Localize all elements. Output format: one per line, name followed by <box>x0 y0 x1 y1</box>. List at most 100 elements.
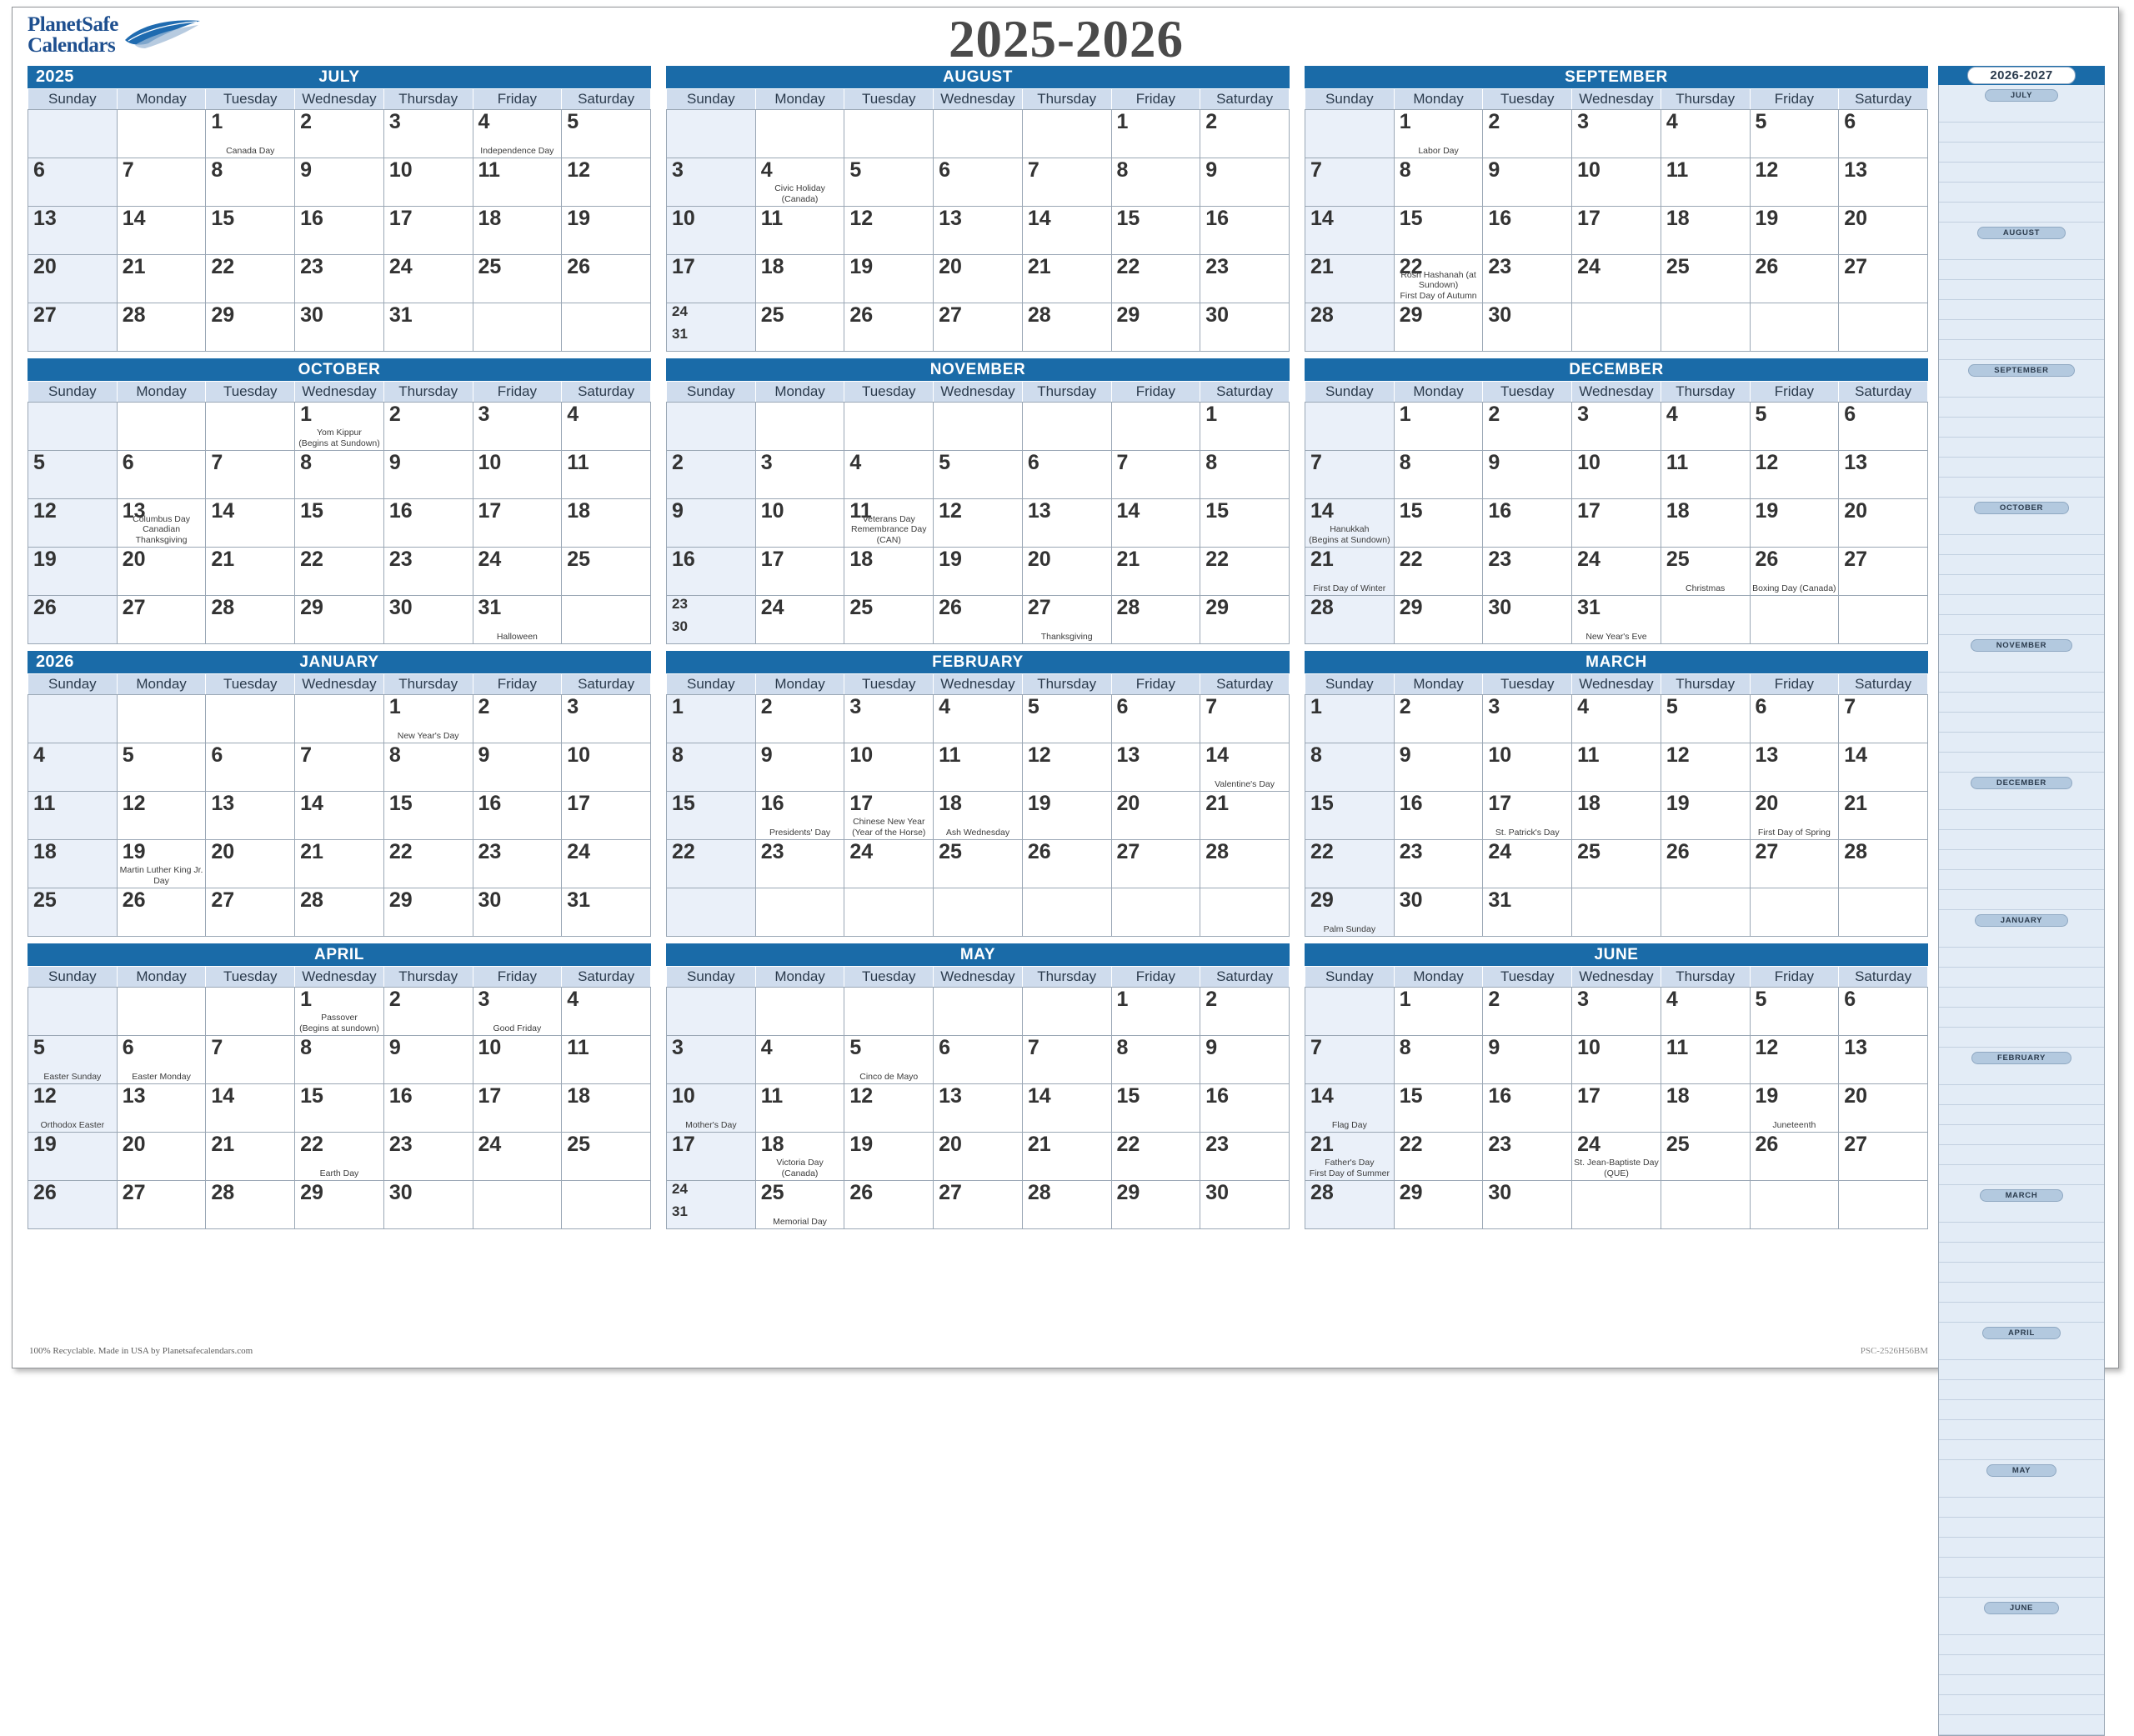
day-cell[interactable]: 15 <box>1110 206 1201 255</box>
day-cell[interactable]: 22 <box>1110 1132 1201 1181</box>
day-cell[interactable]: 5 <box>1749 109 1840 158</box>
day-cell[interactable]: 20 <box>1110 791 1201 840</box>
day-cell[interactable]: 21 <box>1200 791 1290 840</box>
day-cell[interactable]: 23 <box>754 839 845 888</box>
day-cell[interactable]: 15 <box>294 498 384 548</box>
day-cell[interactable]: 27 <box>116 1180 207 1229</box>
day-cell[interactable]: 10 <box>754 498 845 548</box>
day-cell[interactable]: 13 <box>1021 498 1112 548</box>
sidebar-note-line[interactable] <box>1939 240 2104 260</box>
sidebar-note-line[interactable] <box>1939 260 2104 280</box>
day-cell[interactable]: 20 <box>1838 498 1928 548</box>
day-cell[interactable]: 10 <box>383 158 473 207</box>
day-cell[interactable]: 9 <box>1393 743 1484 792</box>
day-cell[interactable]: 11 <box>561 450 651 499</box>
day-cell[interactable]: 7 <box>116 158 207 207</box>
sidebar-note-line[interactable] <box>1939 280 2104 300</box>
day-cell[interactable]: 7 <box>1305 450 1395 499</box>
day-cell[interactable]: 23 30 <box>666 595 756 644</box>
day-cell[interactable]: 13 <box>1749 743 1840 792</box>
day-cell[interactable]: 13 <box>1838 158 1928 207</box>
day-cell[interactable]: 3 <box>1571 402 1661 451</box>
day-cell[interactable]: 21 <box>1021 1132 1112 1181</box>
day-cell[interactable]: 10 Mother's Day <box>666 1083 756 1133</box>
day-cell[interactable]: 12 <box>561 158 651 207</box>
day-cell[interactable]: 6 <box>1021 450 1112 499</box>
day-cell[interactable]: 23 <box>1200 1132 1290 1181</box>
day-cell[interactable]: 2 <box>666 450 756 499</box>
day-cell[interactable]: 17 <box>754 547 845 596</box>
day-cell[interactable]: 19 <box>1660 791 1751 840</box>
day-cell[interactable]: 20 <box>1838 206 1928 255</box>
sidebar-note-line[interactable] <box>1939 163 2104 183</box>
day-cell[interactable]: 20 First Day of Spring <box>1749 791 1840 840</box>
day-cell[interactable]: 2 <box>1393 694 1484 743</box>
day-cell[interactable]: 3 <box>1571 987 1661 1036</box>
day-cell[interactable]: 6 <box>933 1035 1023 1084</box>
day-cell[interactable]: 19 Juneteenth <box>1749 1083 1840 1133</box>
day-cell[interactable]: 29 <box>1393 595 1484 644</box>
day-cell[interactable]: 16 <box>1482 206 1573 255</box>
day-cell[interactable]: 25 <box>28 888 118 937</box>
day-cell[interactable]: 10 <box>1571 158 1661 207</box>
day-cell[interactable]: 30 <box>383 595 473 644</box>
day-cell[interactable]: 1 Labor Day <box>1393 109 1484 158</box>
day-cell[interactable]: 12 <box>28 498 118 548</box>
day-cell[interactable]: 18 <box>561 498 651 548</box>
day-cell[interactable]: 12 <box>844 206 934 255</box>
day-cell[interactable]: 26 <box>561 254 651 303</box>
sidebar-note-line[interactable] <box>1939 1145 2104 1165</box>
day-cell[interactable]: 22 <box>1393 547 1484 596</box>
day-cell[interactable]: 10 <box>1571 1035 1661 1084</box>
day-cell[interactable]: 7 <box>205 450 296 499</box>
day-cell[interactable]: 17 <box>1571 1083 1661 1133</box>
day-cell[interactable]: 13 <box>28 206 118 255</box>
day-cell[interactable]: 15 <box>294 1083 384 1133</box>
day-cell[interactable]: 1 Passover (Begins at sundown) <box>294 987 384 1036</box>
sidebar-note-line[interactable] <box>1939 1615 2104 1635</box>
sidebar-note-line[interactable] <box>1939 478 2104 498</box>
sidebar-note-line[interactable] <box>1939 693 2104 713</box>
day-cell[interactable]: 28 <box>1110 595 1201 644</box>
sidebar-note-line[interactable] <box>1939 673 2104 693</box>
day-cell[interactable]: 12 <box>116 791 207 840</box>
day-cell[interactable]: 7 <box>1021 158 1112 207</box>
day-cell[interactable]: 28 <box>1305 595 1395 644</box>
day-cell[interactable]: 18 <box>844 547 934 596</box>
day-cell[interactable]: 14 <box>1838 743 1928 792</box>
day-cell[interactable]: 18 <box>1660 1083 1751 1133</box>
day-cell[interactable]: 16 <box>1200 1083 1290 1133</box>
day-cell[interactable]: 17 <box>472 498 563 548</box>
day-cell[interactable]: 22 <box>1200 547 1290 596</box>
day-cell[interactable]: 16 Presidents' Day <box>754 791 845 840</box>
day-cell[interactable]: 23 <box>294 254 384 303</box>
day-cell[interactable]: 8 <box>383 743 473 792</box>
day-cell[interactable]: 19 <box>28 1132 118 1181</box>
day-cell[interactable]: 21 First Day of Winter <box>1305 547 1395 596</box>
sidebar-note-line[interactable] <box>1939 1340 2104 1360</box>
day-cell[interactable]: 22 <box>1110 254 1201 303</box>
day-cell[interactable]: 7 <box>1021 1035 1112 1084</box>
day-cell[interactable]: 23 <box>1482 254 1573 303</box>
day-cell[interactable]: 19 <box>1749 206 1840 255</box>
day-cell[interactable]: 1 Yom Kippur (Begins at Sundown) <box>294 402 384 451</box>
day-cell[interactable]: 13 Columbus Day Canadian Thanksgiving <box>116 498 207 548</box>
day-cell[interactable]: 21 <box>1021 254 1112 303</box>
day-cell[interactable]: 20 <box>933 254 1023 303</box>
day-cell[interactable]: 11 <box>754 1083 845 1133</box>
day-cell[interactable]: 1 <box>666 694 756 743</box>
sidebar-note-line[interactable] <box>1939 1085 2104 1105</box>
sidebar-note-line[interactable] <box>1939 1578 2104 1598</box>
day-cell[interactable]: 16 <box>666 547 756 596</box>
day-cell[interactable]: 27 <box>1838 254 1928 303</box>
sidebar-note-line[interactable] <box>1939 1165 2104 1185</box>
day-cell[interactable]: 26 Boxing Day (Canada) <box>1749 547 1840 596</box>
day-cell[interactable]: 8 <box>1393 158 1484 207</box>
day-cell[interactable]: 11 <box>1660 450 1751 499</box>
day-cell[interactable]: 10 <box>472 1035 563 1084</box>
day-cell[interactable]: 23 <box>383 1132 473 1181</box>
day-cell[interactable]: 3 Good Friday <box>472 987 563 1036</box>
sidebar-note-line[interactable] <box>1939 870 2104 890</box>
day-cell[interactable]: 10 <box>472 450 563 499</box>
day-cell[interactable]: 11 <box>1660 1035 1751 1084</box>
